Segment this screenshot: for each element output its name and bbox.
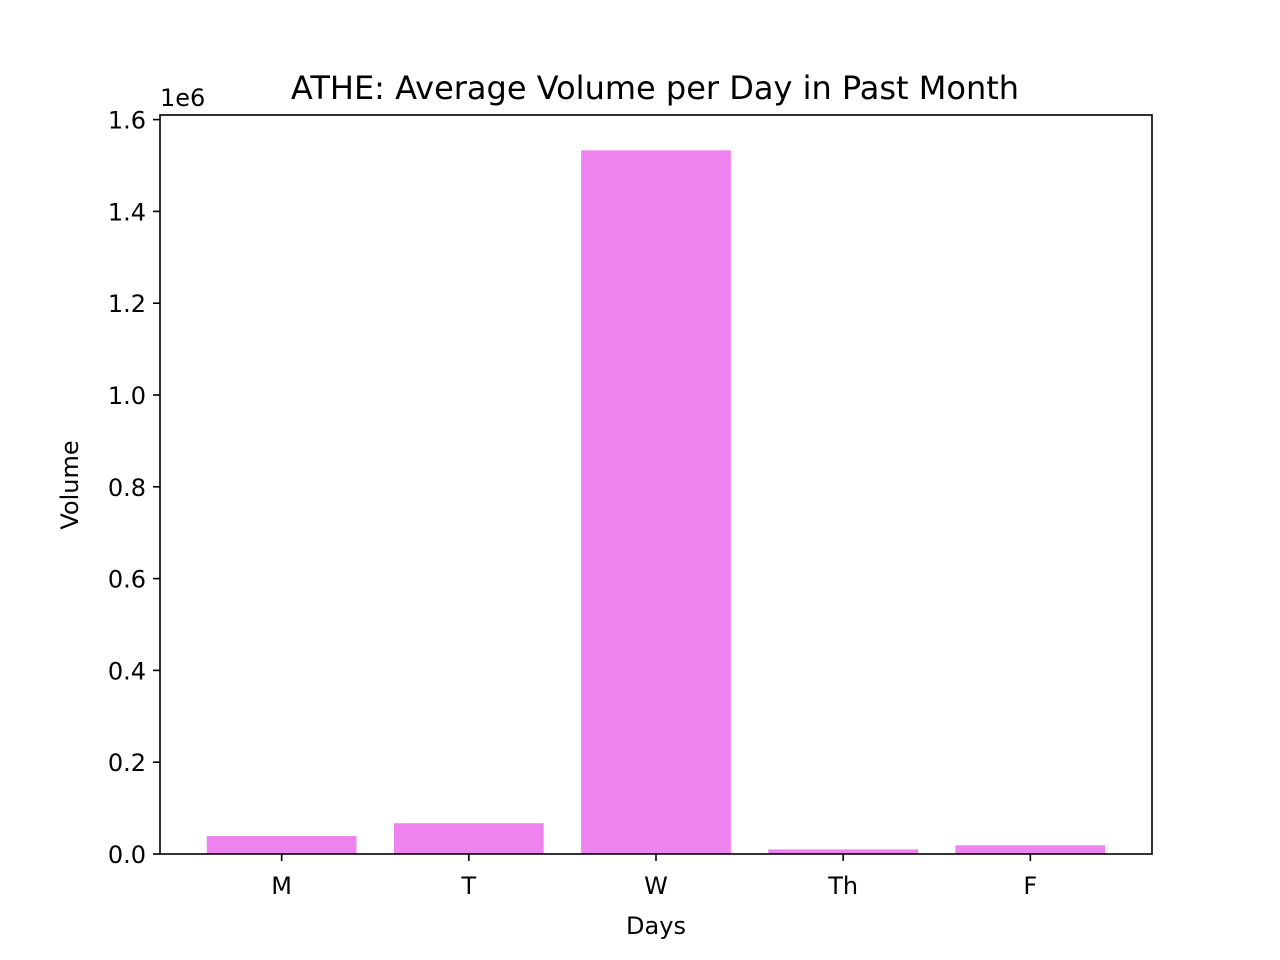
y-tick-label: 1.0: [108, 382, 146, 410]
bar-t: [393, 823, 544, 854]
y-axis-ticks: 0.0 0.2 0.4 0.6 0.8 1.0 1.2 1.4 1.6: [108, 107, 160, 869]
x-axis-label: Days: [626, 912, 686, 940]
bar-f: [955, 845, 1106, 854]
bars-group: [206, 150, 1106, 854]
chart-title: ATHE: Average Volume per Day in Past Mon…: [291, 69, 1019, 107]
y-tick-label: 0.6: [108, 566, 146, 594]
y-tick-label: 0.2: [108, 749, 146, 777]
bar-m: [206, 836, 357, 854]
y-offset-text: 1e6: [160, 84, 205, 112]
x-tick-label: F: [1023, 872, 1037, 900]
x-tick-label: T: [460, 872, 476, 900]
bar-th: [768, 849, 919, 854]
x-tick-label: Th: [827, 872, 858, 900]
y-tick-label: 0.0: [108, 841, 146, 869]
x-tick-label: W: [644, 872, 668, 900]
y-axis-label: Volume: [56, 440, 84, 529]
y-tick-label: 1.6: [108, 107, 146, 135]
plot-frame: [159, 114, 1153, 855]
y-tick-label: 0.4: [108, 657, 146, 685]
y-tick-label: 1.2: [108, 290, 146, 318]
y-tick-label: 0.8: [108, 474, 146, 502]
x-tick-label: M: [271, 872, 292, 900]
x-axis-ticks: M T W Th F: [271, 854, 1037, 900]
bar-w: [581, 150, 731, 854]
y-tick-label: 1.4: [108, 198, 146, 226]
